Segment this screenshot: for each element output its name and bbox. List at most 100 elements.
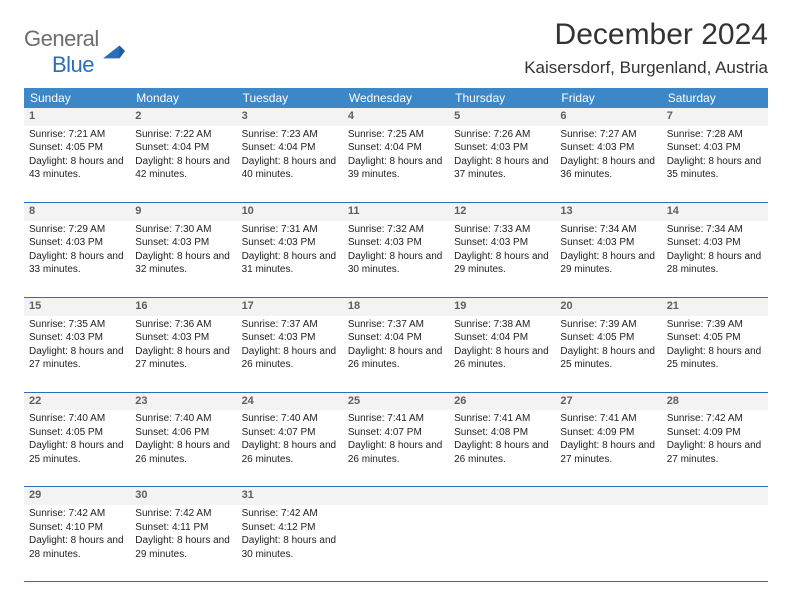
daylight-line: Daylight: 8 hours and 35 minutes. (667, 155, 763, 182)
day-number-cell: 11 (343, 202, 449, 220)
day-number-cell: 15 (24, 297, 130, 315)
day-number: 9 (135, 204, 231, 219)
day-number-cell: 17 (237, 297, 343, 315)
day-number: 11 (348, 204, 444, 219)
day-number-cell (662, 487, 768, 505)
day-number: 12 (454, 204, 550, 219)
day-cell: Sunrise: 7:36 AMSunset: 4:03 PMDaylight:… (130, 316, 236, 393)
sunset-line: Sunset: 4:03 PM (454, 141, 550, 155)
day-number-cell: 26 (449, 392, 555, 410)
sunrise-line: Sunrise: 7:38 AM (454, 318, 550, 332)
day-number: 30 (135, 488, 231, 503)
sunrise-line: Sunrise: 7:42 AM (135, 507, 231, 521)
day-cell: Sunrise: 7:41 AMSunset: 4:08 PMDaylight:… (449, 410, 555, 487)
sunset-line: Sunset: 4:03 PM (135, 236, 231, 250)
sunset-line: Sunset: 4:09 PM (667, 426, 763, 440)
day-number-cell: 5 (449, 108, 555, 126)
sunrise-line: Sunrise: 7:35 AM (29, 318, 125, 332)
day-number: 6 (560, 109, 656, 124)
day-number-cell: 6 (555, 108, 661, 126)
day-number-cell (449, 487, 555, 505)
sunrise-line: Sunrise: 7:21 AM (29, 128, 125, 142)
calendar-header-row: SundayMondayTuesdayWednesdayThursdayFrid… (24, 88, 768, 108)
daylight-line: Daylight: 8 hours and 25 minutes. (667, 345, 763, 372)
day-number: 29 (29, 488, 125, 503)
day-cell: Sunrise: 7:34 AMSunset: 4:03 PMDaylight:… (555, 221, 661, 298)
day-cell: Sunrise: 7:28 AMSunset: 4:03 PMDaylight:… (662, 126, 768, 203)
logo: General Blue (24, 26, 125, 78)
header: General Blue December 2024 Kaisersdorf, … (24, 18, 768, 78)
sunset-line: Sunset: 4:03 PM (454, 236, 550, 250)
daylight-line: Daylight: 8 hours and 28 minutes. (667, 250, 763, 277)
day-cell: Sunrise: 7:42 AMSunset: 4:11 PMDaylight:… (130, 505, 236, 582)
day-number: 14 (667, 204, 763, 219)
day-cell (555, 505, 661, 582)
daylight-line: Daylight: 8 hours and 33 minutes. (29, 250, 125, 277)
day-number-cell (555, 487, 661, 505)
day-number-cell: 20 (555, 297, 661, 315)
day-number-cell: 21 (662, 297, 768, 315)
daylight-line: Daylight: 8 hours and 25 minutes. (560, 345, 656, 372)
sunrise-line: Sunrise: 7:30 AM (135, 223, 231, 237)
day-number-cell: 22 (24, 392, 130, 410)
day-cell (449, 505, 555, 582)
daylight-line: Daylight: 8 hours and 27 minutes. (135, 345, 231, 372)
sunrise-line: Sunrise: 7:37 AM (242, 318, 338, 332)
day-cell: Sunrise: 7:31 AMSunset: 4:03 PMDaylight:… (237, 221, 343, 298)
day-number: 13 (560, 204, 656, 219)
daylight-line: Daylight: 8 hours and 30 minutes. (242, 534, 338, 561)
title-block: December 2024 Kaisersdorf, Burgenland, A… (524, 18, 768, 78)
day-cell: Sunrise: 7:40 AMSunset: 4:05 PMDaylight:… (24, 410, 130, 487)
sunset-line: Sunset: 4:07 PM (242, 426, 338, 440)
day-number-cell: 29 (24, 487, 130, 505)
day-number-cell: 28 (662, 392, 768, 410)
sunrise-line: Sunrise: 7:37 AM (348, 318, 444, 332)
page-title: December 2024 (524, 18, 768, 52)
sunset-line: Sunset: 4:04 PM (242, 141, 338, 155)
day-number-cell: 25 (343, 392, 449, 410)
day-cell: Sunrise: 7:37 AMSunset: 4:04 PMDaylight:… (343, 316, 449, 393)
day-cell: Sunrise: 7:42 AMSunset: 4:09 PMDaylight:… (662, 410, 768, 487)
sunrise-line: Sunrise: 7:42 AM (242, 507, 338, 521)
sunrise-line: Sunrise: 7:27 AM (560, 128, 656, 142)
daylight-line: Daylight: 8 hours and 26 minutes. (348, 439, 444, 466)
daylight-line: Daylight: 8 hours and 37 minutes. (454, 155, 550, 182)
col-header-wednesday: Wednesday (343, 88, 449, 108)
daylight-line: Daylight: 8 hours and 25 minutes. (29, 439, 125, 466)
day-cell: Sunrise: 7:33 AMSunset: 4:03 PMDaylight:… (449, 221, 555, 298)
day-cell: Sunrise: 7:41 AMSunset: 4:09 PMDaylight:… (555, 410, 661, 487)
daylight-line: Daylight: 8 hours and 40 minutes. (242, 155, 338, 182)
sunset-line: Sunset: 4:03 PM (667, 141, 763, 155)
sunset-line: Sunset: 4:03 PM (135, 331, 231, 345)
col-header-saturday: Saturday (662, 88, 768, 108)
day-number: 23 (135, 394, 231, 409)
col-header-monday: Monday (130, 88, 236, 108)
day-number: 15 (29, 299, 125, 314)
day-number: 18 (348, 299, 444, 314)
sunset-line: Sunset: 4:05 PM (29, 141, 125, 155)
sunrise-line: Sunrise: 7:22 AM (135, 128, 231, 142)
day-number: 19 (454, 299, 550, 314)
day-number: 16 (135, 299, 231, 314)
day-cell: Sunrise: 7:41 AMSunset: 4:07 PMDaylight:… (343, 410, 449, 487)
day-number: 31 (242, 488, 338, 503)
logo-text: General Blue (24, 26, 99, 78)
daylight-line: Daylight: 8 hours and 31 minutes. (242, 250, 338, 277)
day-cell: Sunrise: 7:34 AMSunset: 4:03 PMDaylight:… (662, 221, 768, 298)
day-number-cell: 2 (130, 108, 236, 126)
day-number-cell: 16 (130, 297, 236, 315)
sunrise-line: Sunrise: 7:42 AM (667, 412, 763, 426)
sunrise-line: Sunrise: 7:34 AM (667, 223, 763, 237)
day-cell: Sunrise: 7:26 AMSunset: 4:03 PMDaylight:… (449, 126, 555, 203)
sunrise-line: Sunrise: 7:28 AM (667, 128, 763, 142)
daylight-line: Daylight: 8 hours and 27 minutes. (560, 439, 656, 466)
daylight-line: Daylight: 8 hours and 30 minutes. (348, 250, 444, 277)
daylight-line: Daylight: 8 hours and 26 minutes. (454, 345, 550, 372)
sunset-line: Sunset: 4:03 PM (560, 141, 656, 155)
col-header-sunday: Sunday (24, 88, 130, 108)
daylight-line: Daylight: 8 hours and 26 minutes. (242, 345, 338, 372)
sunrise-line: Sunrise: 7:36 AM (135, 318, 231, 332)
day-cell: Sunrise: 7:39 AMSunset: 4:05 PMDaylight:… (555, 316, 661, 393)
day-number-cell: 19 (449, 297, 555, 315)
day-number-cell: 1 (24, 108, 130, 126)
